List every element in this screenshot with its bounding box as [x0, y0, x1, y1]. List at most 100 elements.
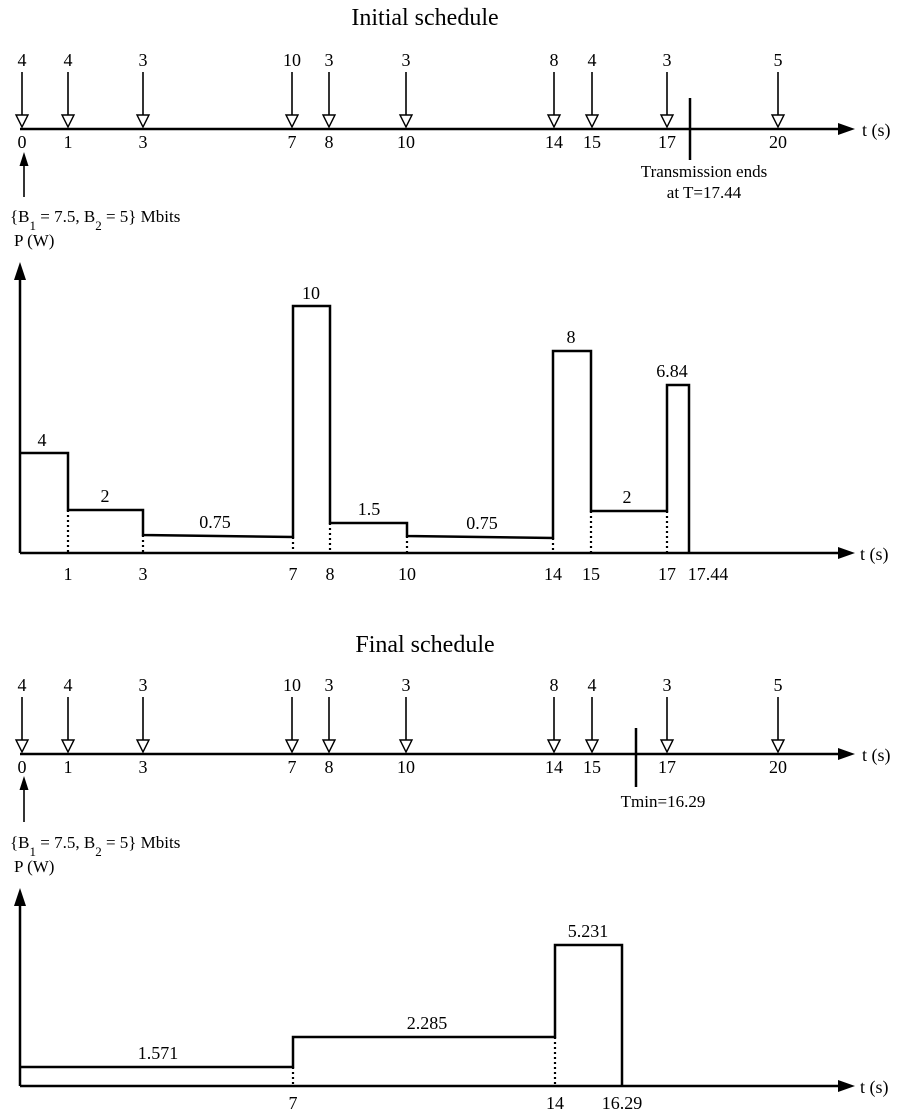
- initial-arrival-arrowhead: [321, 114, 337, 129]
- initial-arrival-time-label: 8: [325, 132, 334, 152]
- final-power-x-label: t (s): [860, 1077, 889, 1098]
- initial-power-y-arrowhead: [14, 262, 26, 280]
- initial-arrival-arrowhead: [284, 114, 300, 129]
- final-arrival-arrowhead: [770, 739, 786, 754]
- initial-arrival-arrowhead: [135, 114, 151, 129]
- final-arrival-energy-label: 3: [325, 675, 334, 695]
- initial-arrival-arrowhead: [770, 114, 786, 129]
- initial-arrival-energy-label: 3: [139, 50, 148, 70]
- final-arrival-energy-label: 5: [774, 675, 783, 695]
- initial-arrival-time-label: 14: [545, 132, 563, 152]
- initial-bits-label: {B1 = 7.5, B2 = 5} Mbits: [10, 207, 180, 233]
- initial-arrival-arrowhead: [546, 114, 562, 129]
- initial-power-trace: [20, 304, 691, 553]
- initial-end-text-line2: at T=17.44: [667, 183, 742, 202]
- final-x-tick: 16.29: [602, 1093, 643, 1113]
- initial-step-label: 10: [302, 283, 320, 303]
- initial-arrival-arrowhead: [659, 114, 675, 129]
- final-arrivals: 4 0 4 1 3 3 10 7 3 8 3 10 8 14 4 15 3 17 5 20: [14, 675, 787, 777]
- initial-end-text-line1: Transmission ends: [641, 162, 767, 181]
- final-arrival-arrowhead: [546, 739, 562, 754]
- initial-arrival-time-label: 20: [769, 132, 787, 152]
- initial-timeline-axis-label: t (s): [862, 120, 891, 141]
- initial-timeline-arrowhead: [838, 123, 855, 135]
- initial-arrival-energy-label: 4: [18, 50, 27, 70]
- final-arrival-energy-label: 3: [402, 675, 411, 695]
- initial-arrival-energy-label: 4: [64, 50, 73, 70]
- initial-power-x-label: t (s): [860, 544, 889, 565]
- initial-arrival-energy-label: 3: [663, 50, 672, 70]
- final-step-label: 5.231: [568, 921, 609, 941]
- final-arrival-arrowhead: [14, 739, 30, 754]
- initial-bits-arrow-head: [19, 152, 29, 166]
- initial-timeline: t (s) 4 0 4 1 3 3 10 7 3 8 3 10 8 14 4 15 3 17 5 20 Transmi…: [10, 50, 891, 233]
- initial-arrival-energy-label: 10: [283, 50, 301, 70]
- final-step-label: 1.571: [138, 1043, 179, 1063]
- final-arrival-time-label: 7: [288, 757, 297, 777]
- initial-x-tick: 1: [64, 564, 73, 584]
- final-arrival-arrowhead: [135, 739, 151, 754]
- initial-x-tick: 8: [326, 564, 335, 584]
- initial-x-tick: 10: [398, 564, 416, 584]
- initial-step-label: 2: [623, 487, 632, 507]
- final-arrival-energy-label: 10: [283, 675, 301, 695]
- final-power-trace: [20, 943, 624, 1086]
- final-arrival-energy-label: 4: [588, 675, 597, 695]
- initial-arrival-energy-label: 3: [325, 50, 334, 70]
- initial-x-tick: 14: [544, 564, 562, 584]
- initial-arrival-energy-label: 3: [402, 50, 411, 70]
- initial-step-label: 0.75: [199, 512, 231, 532]
- initial-step-label: 4: [38, 430, 47, 450]
- final-arrival-energy-label: 8: [550, 675, 559, 695]
- initial-step-label: 2: [101, 486, 110, 506]
- initial-arrival-time-label: 0: [18, 132, 27, 152]
- final-x-tick: 14: [546, 1093, 564, 1113]
- initial-power-x-arrowhead: [838, 547, 855, 559]
- initial-arrival-time-label: 17: [658, 132, 676, 152]
- final-arrival-energy-label: 3: [663, 675, 672, 695]
- final-arrival-energy-label: 4: [18, 675, 27, 695]
- final-power-y-arrowhead: [14, 888, 26, 906]
- initial-arrival-energy-label: 4: [588, 50, 597, 70]
- final-arrival-time-label: 14: [545, 757, 563, 777]
- initial-step-label: 6.84: [656, 361, 688, 381]
- final-arrival-arrowhead: [321, 739, 337, 754]
- initial-title: Initial schedule: [351, 5, 498, 31]
- initial-arrival-time-label: 3: [139, 132, 148, 152]
- initial-x-tick: 7: [289, 564, 298, 584]
- final-arrival-arrowhead: [398, 739, 414, 754]
- final-arrival-energy-label: 3: [139, 675, 148, 695]
- final-timeline-arrowhead: [838, 748, 855, 760]
- initial-arrival-energy-label: 5: [774, 50, 783, 70]
- final-arrival-arrowhead: [584, 739, 600, 754]
- final-timeline: t (s) 4 0 4 1 3 3 10 7 3 8 3 10 8 14 4 15 3 17 5 20 Tmin=16…: [10, 675, 891, 859]
- initial-x-tick: 15: [582, 564, 600, 584]
- final-timeline-axis-label: t (s): [862, 745, 891, 766]
- final-power-x-arrowhead: [838, 1080, 855, 1092]
- final-arrival-arrowhead: [659, 739, 675, 754]
- final-arrival-time-label: 8: [325, 757, 334, 777]
- final-title: Final schedule: [355, 632, 494, 658]
- final-arrival-arrowhead: [284, 739, 300, 754]
- final-arrival-time-label: 1: [64, 757, 73, 777]
- initial-power-y-label: P (W): [14, 231, 54, 250]
- final-power-chart: P (W) t (s) 1.571 2.285 5.231 7 14 16.29: [14, 857, 889, 1113]
- final-arrival-time-label: 10: [397, 757, 415, 777]
- initial-arrivals: 4 0 4 1 3 3 10 7 3 8 3 10 8 14 4 15 3 17 5 20: [14, 50, 787, 152]
- final-arrival-time-label: 15: [583, 757, 601, 777]
- final-power-y-label: P (W): [14, 857, 54, 876]
- final-arrival-time-label: 0: [18, 757, 27, 777]
- initial-step-label: 1.5: [358, 499, 381, 519]
- final-bits-arrow-head: [19, 776, 29, 790]
- initial-arrival-arrowhead: [14, 114, 30, 129]
- final-arrival-time-label: 17: [658, 757, 676, 777]
- initial-x-tick: 17.44: [688, 564, 729, 584]
- final-arrival-arrowhead: [60, 739, 76, 754]
- initial-arrival-arrowhead: [60, 114, 76, 129]
- final-bits-label: {B1 = 7.5, B2 = 5} Mbits: [10, 833, 180, 859]
- initial-step-label: 0.75: [466, 513, 498, 533]
- final-end-text: Tmin=16.29: [621, 792, 706, 811]
- initial-arrival-time-label: 15: [583, 132, 601, 152]
- initial-step-label: 8: [567, 327, 576, 347]
